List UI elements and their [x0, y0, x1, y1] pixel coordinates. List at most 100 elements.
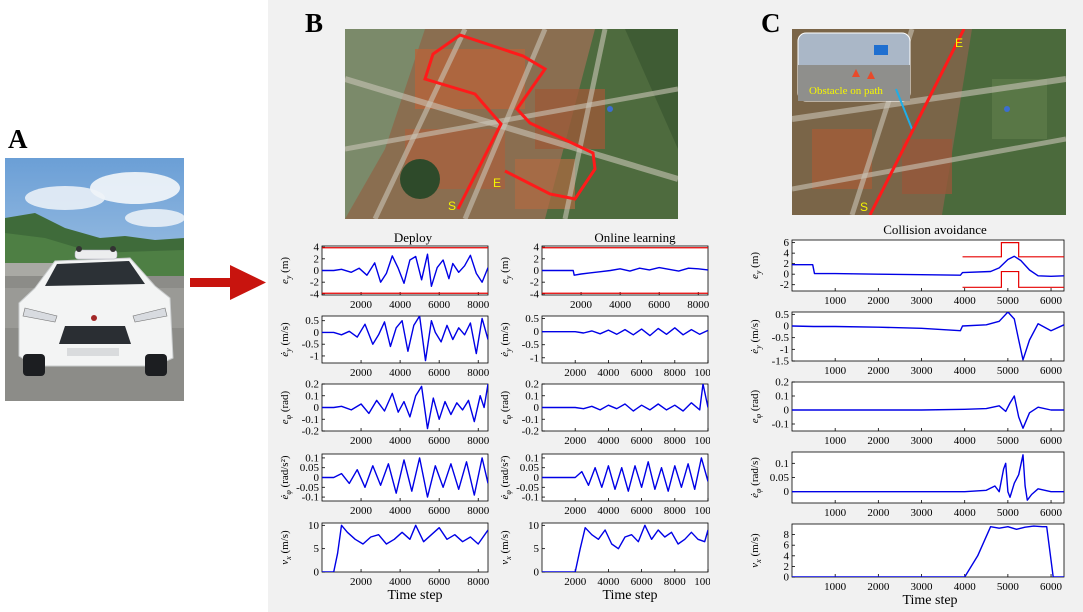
title-collision-avoidance: Collision avoidance — [883, 222, 987, 237]
deploy_ephi-xtick-label: 4000 — [389, 435, 412, 446]
map-c-start-label: S — [860, 200, 868, 214]
online_ey-xtick-label: 4000 — [609, 299, 632, 310]
chart-collision-ey: -2 0 2 4 6 1000 2000 3000 4000 5000 6000 ey (m) — [748, 236, 1066, 307]
online_ey-xtick-label: 2000 — [570, 299, 593, 310]
collision_ephi-series-line — [792, 395, 1064, 429]
chart-deploy-ephi: -0.2 -0.1 0 0.1 0.2 2000 4000 6000 8000 eφ (rad) — [278, 379, 490, 448]
online_vx-ytick-label: 5 — [534, 543, 540, 555]
deploy_ephi-svg: -0.2-0.100.10.2 2000 4000 6000 8000 eφ (rad) — [279, 379, 490, 448]
deploy_ephi-ytick-label: -0.2 — [302, 426, 319, 438]
deploy_ey-xtick-label: 2000 — [350, 299, 373, 310]
online_ephi-ytick-label: -0.1 — [522, 414, 539, 426]
collision_ey-series-line — [792, 255, 1064, 277]
deploy_ephidot-ytick-label: 0.05 — [300, 462, 320, 474]
deploy_ephi-ytick-label: -0.1 — [302, 414, 319, 426]
online_ephi-xtick-label: 8000 — [664, 435, 687, 446]
collision_vx-xtick-label: 5000 — [997, 581, 1020, 592]
collision_ephidot-ytick-label: 0 — [784, 486, 790, 498]
online_vx-plot-area — [541, 522, 709, 573]
online_eydot-xtick-label: 4000 — [597, 367, 620, 378]
online_ephi-ytick-label: 0.2 — [525, 380, 539, 391]
deploy_ephi-ytick-label: 0.2 — [305, 380, 319, 391]
map-b-start-label: S — [448, 199, 456, 213]
online_ephidot-xtick-label: 8000 — [664, 505, 687, 516]
collision_eydot-xtick-label: 3000 — [911, 365, 934, 376]
deploy_vx-svg: 0 5 10 2000 4000 6000 8000 vx (m/s) — [279, 520, 490, 588]
collision_ephi-xtick-label: 6000 — [1040, 435, 1063, 446]
collision_ephi-svg: -0.1 0 0.1 0.2 1000 2000 3000 4000 5000 6000 eφ (r… — [749, 377, 1065, 447]
collision_ey-ytick-label: -2 — [780, 279, 789, 291]
collision_ephidot-xtick-label: 1000 — [824, 507, 847, 518]
collision_vx-xtick-label: 3000 — [911, 581, 934, 592]
collision_vx-ytick-label: 2 — [784, 561, 790, 573]
online_eydot-ytick-label: -0.5 — [522, 339, 540, 351]
deploy_eydot-xtick-label: 4000 — [389, 367, 412, 378]
panel-label-c: C — [761, 8, 781, 38]
online_vx-xtick-label: 10000 — [694, 576, 710, 587]
collision_ephidot-ytick-label: 0.05 — [770, 472, 790, 484]
online_vx-ylabel: vx (m/s) — [499, 530, 513, 565]
collision_ephidot-xtick-label: 4000 — [954, 507, 977, 518]
collision_ephi-xtick-label: 5000 — [997, 435, 1020, 446]
online_ephidot-ytick-label: -0.05 — [516, 482, 539, 494]
online_vx-ytick-label: 10 — [528, 520, 540, 532]
collision_vx-plot-area — [791, 523, 1065, 578]
collision_ey-bound-upper — [962, 242, 1064, 258]
collision_eydot-xtick-label: 4000 — [954, 365, 977, 376]
collision_eydot-svg: -1.5-1-0.500.5 1000 2000 3000 4000 5000 6000 ėy… — [749, 309, 1065, 377]
online_ephidot-xtick-label: 4000 — [597, 505, 620, 516]
map-c-end-label: E — [955, 36, 963, 50]
collision_eydot-ytick-label: -1 — [780, 344, 789, 356]
deploy_vx-ytick-label: 10 — [308, 520, 320, 532]
chart-online-ephi: -0.2-0.100.10.2 2000 4000 6000 8000 10000 eφ (… — [498, 379, 722, 448]
collision_vx-xtick-label: 4000 — [954, 581, 977, 592]
title-deploy: Deploy — [393, 230, 433, 245]
deploy_ey-ytick-label: 2 — [314, 253, 320, 265]
deploy_ephidot-xtick-label: 4000 — [389, 505, 412, 516]
chart-deploy-eydot: -1 -0.5 0 0.5 2000 4000 6000 8000 ėy (m/s) — [278, 312, 490, 379]
online_ey-ylabel: ey (m) — [499, 257, 513, 284]
deploy_eydot-svg: -1-0.500.5 2000 4000 6000 8000 ėy (m/s) — [279, 315, 490, 379]
collision_ephi-ytick-label: 0.2 — [775, 378, 789, 389]
deploy_ephi-xtick-label: 6000 — [428, 435, 451, 446]
collision_ephidot-xtick-label: 6000 — [1040, 507, 1063, 518]
deploy_ephidot-xtick-label: 6000 — [428, 505, 451, 516]
deploy_vx-series-line — [322, 524, 488, 572]
chart-deploy-ey: -4 -2 0 2 4 2000 4000 6000 8000 ey (m) — [278, 242, 490, 311]
map-c: Obstacle on path S E — [792, 29, 1066, 215]
deploy_ephi-series-line — [322, 384, 488, 430]
collision_eydot-xtick-label: 1000 — [824, 365, 847, 376]
online_ephidot-ylabel: ėφ (rad/s²) — [499, 455, 513, 499]
deploy_ephi-ytick-label: 0 — [314, 402, 320, 414]
online_vx-svg: 0 5 10 2000 4000 6000 8000 10000 vx (m/s) — [499, 520, 722, 588]
deploy_vx-xtick-label: 6000 — [428, 576, 451, 587]
collision_ey-xtick-label: 2000 — [867, 295, 890, 306]
deploy_ephidot-xtick-label: 8000 — [467, 505, 490, 516]
deploy_eydot-ylabel: ėy (m/s) — [279, 322, 293, 357]
chart-collision-vx: 0 2 4 6 8 1000 2000 3000 4000 5000 6000 vx (m/s) — [748, 520, 1066, 593]
deploy_ephidot-ytick-label: -0.05 — [296, 482, 319, 494]
deploy_vx-ylabel: vx (m/s) — [279, 530, 293, 565]
online_vx-ytick-label: 0 — [534, 567, 540, 579]
deploy_eydot-ytick-label: -1 — [310, 350, 319, 362]
online_eydot-ytick-label: 0 — [534, 326, 540, 338]
collision_ephidot-xtick-label: 5000 — [997, 507, 1020, 518]
chart-collision-ephi: -0.1 0 0.1 0.2 1000 2000 3000 4000 5000 6000 eφ (r… — [748, 377, 1066, 447]
chart-collision-eydot: -1.5 -1 -0.5 0 0.5 1000 2000 3000 4000 5000 6000 ėy… — [748, 308, 1066, 377]
deploy_vx-xtick-label: 4000 — [389, 576, 412, 587]
online_eydot-svg: -1-0.500.5 2000 4000 6000 8000 10000 ėy (m/s) — [499, 313, 722, 379]
collision_ey-ylabel: ey (m) — [749, 252, 763, 279]
collision_ey-plot-area — [791, 239, 1065, 292]
online_ey-series-line — [542, 266, 708, 276]
deploy_vx-ytick-label: 5 — [314, 543, 320, 555]
online_ey-ytick-label: 0 — [534, 265, 540, 277]
collision_ey-ytick-label: 0 — [784, 269, 790, 281]
online_ephi-ylabel: eφ (rad) — [499, 390, 513, 424]
deploy_vx-ytick-label: 0 — [314, 567, 320, 579]
deploy_ephi-ytick-label: 0.1 — [305, 390, 319, 402]
online_eydot-ytick-label: -1 — [530, 352, 539, 364]
online_ephidot-xtick-label: 2000 — [564, 505, 587, 516]
